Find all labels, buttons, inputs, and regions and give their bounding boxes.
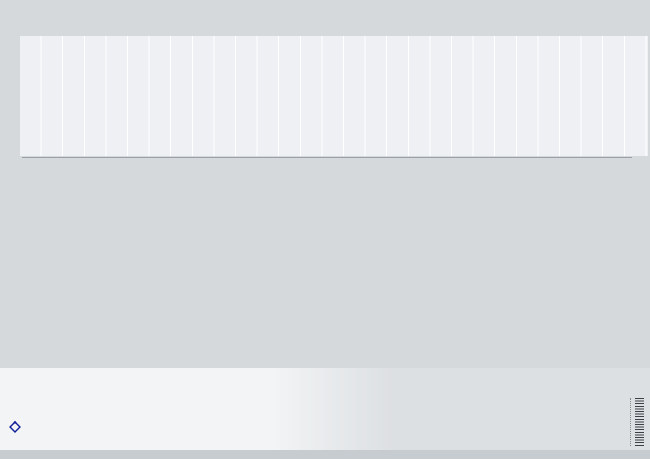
table-row-labels xyxy=(2,162,21,347)
bottom-bar xyxy=(0,450,650,459)
standards-table xyxy=(22,162,630,347)
axis-line xyxy=(22,157,632,158)
table-columns xyxy=(22,172,630,347)
frequency-axis xyxy=(20,156,648,164)
barcode xyxy=(635,398,644,446)
frequency-lines-decoration xyxy=(328,370,646,448)
section-header-row xyxy=(22,162,630,172)
barcode-caption xyxy=(630,398,634,446)
logo-diamond-icon xyxy=(8,420,22,434)
rohde-schwarz-logo xyxy=(8,420,22,435)
footnotes xyxy=(2,349,648,366)
frequency-chart xyxy=(20,36,648,156)
footer xyxy=(0,368,650,450)
